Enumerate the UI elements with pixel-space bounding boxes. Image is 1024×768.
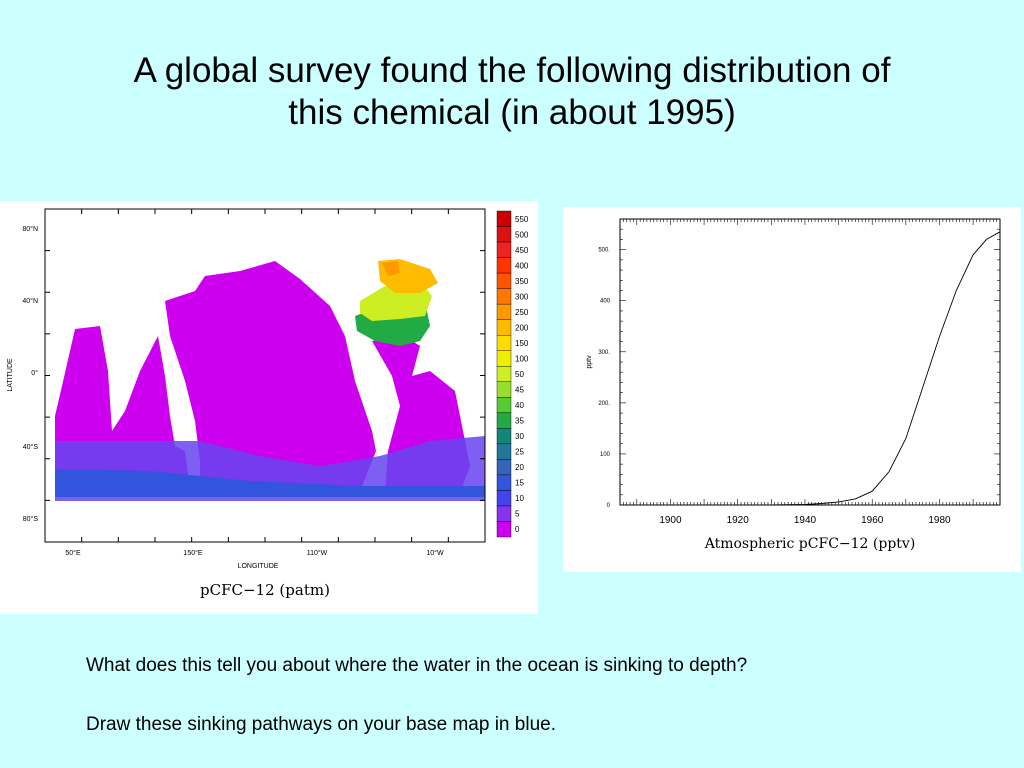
map-y-tick-label: 40°N	[22, 297, 38, 305]
colorbar-swatch	[496, 241, 512, 258]
line-x-tick-label: 1900	[659, 515, 682, 526]
line-y-tick-label: 100	[600, 452, 611, 458]
line-xlabel: Atmospheric pCFC−12 (pptv)	[704, 536, 916, 552]
colorbar-swatch	[496, 428, 512, 445]
colorbar-swatch	[496, 412, 512, 429]
colorbar-label: 400	[515, 261, 529, 270]
atmospheric-cfc-chart: 0 100 200. 300. 400 500. 1900 1920 1940 1960 1980…	[586, 218, 1001, 552]
colorbar-label: 100	[515, 354, 529, 363]
colorbar-label: 20	[515, 463, 524, 472]
colorbar-label: 200	[515, 323, 529, 332]
colorbar-label: 50	[515, 370, 524, 379]
question-draw-pathways: Draw these sinking pathways on your base…	[86, 714, 556, 735]
line-y-tick-label: 500.	[598, 248, 610, 254]
colorbar-swatch	[496, 288, 512, 305]
colorbar-swatch	[496, 366, 512, 382]
colorbar-label: 40	[515, 401, 524, 410]
map-y-tick-label: 0°	[31, 369, 38, 377]
colorbar-label: 10	[515, 494, 524, 503]
ocean-region-north-atlantic-peak	[382, 261, 400, 276]
map-xlabel: LONGITUDE	[238, 563, 279, 570]
atmospheric-cfc-panel: 0 100 200. 300. 400 500. 1900 1920 1940 1960 1980…	[563, 207, 1021, 572]
map-ylabel: LATITUDE	[7, 358, 14, 392]
map-x-tick-label: 150°E	[183, 549, 202, 557]
map-x-tick-labels: 50°E 150°E 110°W 10°W	[65, 549, 444, 557]
question-sinking: What does this tell you about where the …	[86, 655, 748, 676]
map-y-tick-label: 80°N	[22, 225, 38, 233]
colorbar-label: 350	[515, 277, 529, 286]
colorbar-label: 250	[515, 308, 529, 317]
line-y-tick-labels: 0 100 200. 300. 400 500.	[598, 248, 610, 509]
ocean-region-southern-dark	[55, 469, 485, 497]
map-colorbar: 5505004504003503002502001501005045403530…	[496, 210, 529, 538]
line-x-tick-label: 1940	[794, 515, 817, 526]
colorbar-swatch	[496, 397, 512, 414]
colorbar-swatch	[496, 319, 512, 336]
colorbar-swatch	[496, 303, 512, 320]
cfc-map-chart: 80°N 40°N 0° 40°S 80°S 50°E 150°E 110°W 10°W LA…	[7, 208, 529, 599]
line-y-tick-label: 0	[607, 503, 611, 509]
colorbar-swatch	[496, 381, 512, 398]
line-minor-ticks	[620, 219, 1001, 506]
colorbar-label: 25	[515, 448, 524, 457]
line-y-tick-label: 300.	[598, 350, 610, 356]
slide-title-line1: A global survey found the following dist…	[133, 51, 891, 90]
colorbar-swatch	[496, 505, 512, 522]
map-y-tick-label: 40°S	[23, 443, 39, 451]
colorbar-swatch	[496, 521, 512, 538]
ocean-region-pacific	[165, 261, 376, 493]
colorbar-label: 35	[515, 417, 524, 426]
line-y-tick-label: 400	[600, 299, 611, 305]
colorbar-swatch	[496, 443, 512, 460]
colorbar-label: 500	[515, 230, 529, 239]
colorbar-label: 550	[515, 215, 529, 224]
map-x-tick-label: 110°W	[307, 549, 328, 557]
map-frame-ticks	[44, 208, 486, 543]
slide-title-line2: this chemical (in about 1995)	[288, 93, 736, 132]
line-ylabel: pptv	[586, 355, 593, 369]
series-line-cfc12	[620, 231, 1001, 506]
colorbar-swatch	[496, 272, 512, 289]
line-x-tick-label: 1980	[928, 515, 951, 526]
line-x-tick-label: 1920	[727, 515, 750, 526]
colorbar-label: 0	[515, 525, 520, 534]
colorbar-swatch	[496, 226, 512, 243]
colorbar-swatch	[496, 459, 512, 476]
colorbar-swatch	[496, 474, 512, 491]
colorbar-label: 30	[515, 432, 524, 441]
colorbar-swatch	[496, 257, 512, 274]
line-y-tick-label: 200.	[598, 401, 610, 407]
map-title: pCFC−12 (patm)	[200, 581, 330, 599]
map-y-tick-labels: 80°N 40°N 0° 40°S 80°S	[22, 225, 38, 523]
colorbar-label: 300	[515, 292, 529, 301]
map-y-tick-label: 80°S	[23, 515, 39, 523]
line-frame	[619, 218, 1001, 506]
colorbar-swatch	[496, 490, 512, 507]
line-x-tick-label: 1960	[861, 515, 884, 526]
colorbar-label: 15	[515, 479, 524, 488]
colorbar-swatch	[496, 334, 512, 351]
colorbar-label: 5	[515, 510, 520, 519]
colorbar-swatch	[496, 210, 512, 227]
colorbar-swatch	[496, 350, 512, 367]
colorbar-label: 450	[515, 246, 529, 255]
slide-title: A global survey found the following dist…	[40, 50, 984, 134]
colorbar-label: 150	[515, 339, 529, 348]
map-x-tick-label: 50°E	[65, 549, 81, 557]
line-x-tick-labels: 1900 1920 1940 1960 1980	[659, 515, 951, 526]
ocean-field	[55, 259, 485, 501]
cfc-map-panel: 80°N 40°N 0° 40°S 80°S 50°E 150°E 110°W 10°W LA…	[0, 201, 538, 614]
map-x-tick-label: 10°W	[426, 549, 444, 557]
colorbar-label: 45	[515, 386, 524, 395]
